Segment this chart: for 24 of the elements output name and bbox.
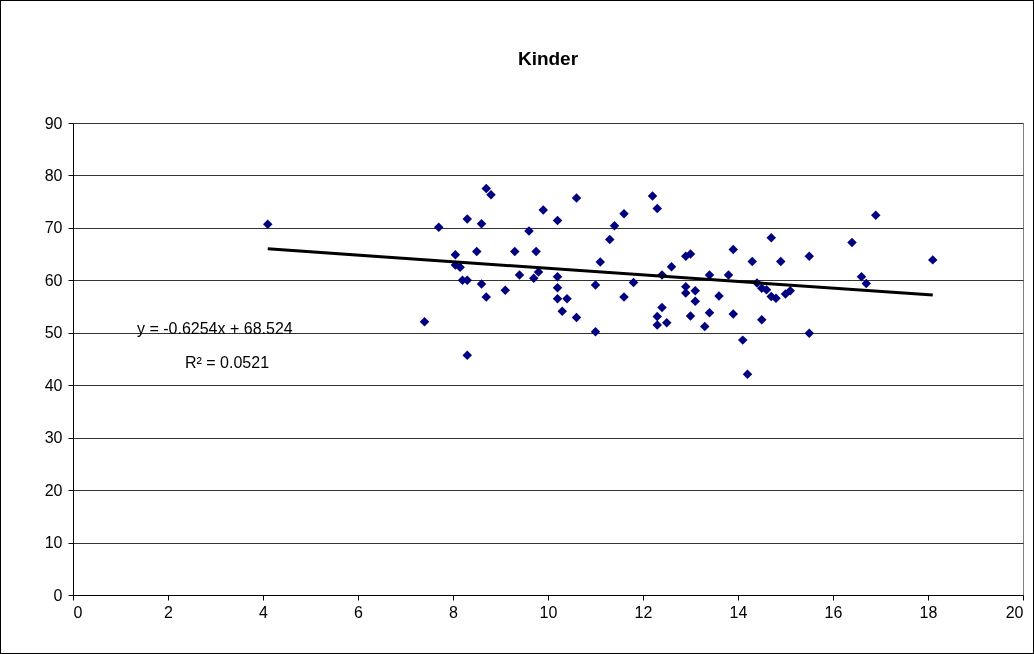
x-tick-label: 6 — [354, 603, 364, 621]
y-tick-label: 10 — [44, 534, 63, 552]
y-tick-label: 30 — [44, 429, 63, 447]
chart-title: Kinder — [517, 48, 579, 69]
annotation: y = -0.6254x + 68.524 — [137, 320, 293, 337]
x-tick-label: 16 — [824, 603, 843, 621]
x-tick-label: 20 — [1005, 603, 1024, 621]
y-tick-label: 90 — [44, 114, 63, 132]
annotation: R² = 0.0521 — [185, 354, 270, 371]
x-tick-label: 10 — [539, 603, 558, 621]
x-tick-label: 14 — [729, 603, 748, 621]
y-tick-label: 0 — [53, 586, 63, 604]
y-tick-label: 60 — [44, 271, 63, 289]
x-tick-label: 0 — [73, 603, 83, 621]
y-tick-label: 40 — [44, 376, 63, 394]
x-tick-label: 8 — [449, 603, 459, 621]
y-tick-label: 70 — [44, 219, 63, 237]
y-tick-label: 20 — [44, 481, 63, 499]
x-tick-label: 4 — [259, 603, 269, 621]
x-tick-label: 2 — [164, 603, 174, 621]
y-tick-label: 80 — [44, 166, 63, 184]
y-tick-label: 50 — [44, 324, 63, 342]
x-tick-label: 18 — [919, 603, 938, 621]
x-tick-label: 12 — [634, 603, 653, 621]
